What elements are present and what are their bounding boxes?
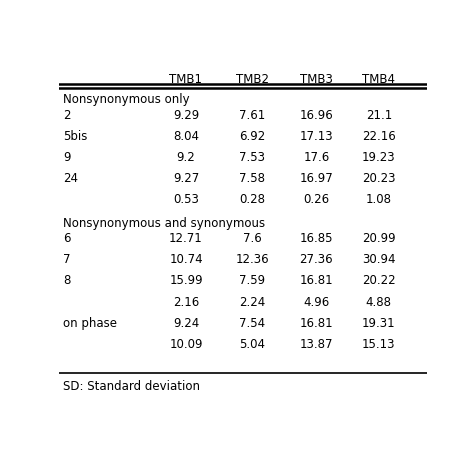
Text: 0.53: 0.53 <box>173 193 199 206</box>
Text: 30.94: 30.94 <box>362 253 396 266</box>
Text: 16.85: 16.85 <box>300 232 333 245</box>
Text: 7.53: 7.53 <box>239 151 265 164</box>
Text: on phase: on phase <box>63 317 117 330</box>
Text: 20.22: 20.22 <box>362 274 396 287</box>
Text: 9.29: 9.29 <box>173 109 199 122</box>
Text: 9.2: 9.2 <box>177 151 195 164</box>
Text: 4.96: 4.96 <box>303 296 329 309</box>
Text: 0.28: 0.28 <box>239 193 265 206</box>
Text: 4.88: 4.88 <box>366 296 392 309</box>
Text: 19.23: 19.23 <box>362 151 396 164</box>
Text: 16.81: 16.81 <box>300 274 333 287</box>
Text: Nonsynonymous and synonymous: Nonsynonymous and synonymous <box>63 217 265 230</box>
Text: 7.6: 7.6 <box>243 232 262 245</box>
Text: 8.04: 8.04 <box>173 130 199 143</box>
Text: 16.96: 16.96 <box>300 109 333 122</box>
Text: 16.97: 16.97 <box>300 172 333 185</box>
Text: SD: Standard deviation: SD: Standard deviation <box>63 380 200 393</box>
Text: 17.6: 17.6 <box>303 151 329 164</box>
Text: 6: 6 <box>63 232 71 245</box>
Text: 17.13: 17.13 <box>300 130 333 143</box>
Text: 8: 8 <box>63 274 70 287</box>
Text: 19.31: 19.31 <box>362 317 396 330</box>
Text: 6.92: 6.92 <box>239 130 265 143</box>
Text: 0.26: 0.26 <box>303 193 329 206</box>
Text: 27.36: 27.36 <box>300 253 333 266</box>
Text: 13.87: 13.87 <box>300 338 333 351</box>
Text: 2.16: 2.16 <box>173 296 199 309</box>
Text: 7: 7 <box>63 253 71 266</box>
Text: TMB2: TMB2 <box>236 73 269 86</box>
Text: 12.71: 12.71 <box>169 232 203 245</box>
Text: 7.58: 7.58 <box>239 172 265 185</box>
Text: 20.99: 20.99 <box>362 232 396 245</box>
Text: 20.23: 20.23 <box>362 172 396 185</box>
Text: 9: 9 <box>63 151 71 164</box>
Text: 21.1: 21.1 <box>366 109 392 122</box>
Text: 15.13: 15.13 <box>362 338 396 351</box>
Text: 2: 2 <box>63 109 71 122</box>
Text: 22.16: 22.16 <box>362 130 396 143</box>
Text: 7.61: 7.61 <box>239 109 265 122</box>
Text: 5bis: 5bis <box>63 130 87 143</box>
Text: 24: 24 <box>63 172 78 185</box>
Text: TMB3: TMB3 <box>300 73 333 86</box>
Text: 9.24: 9.24 <box>173 317 199 330</box>
Text: 1.08: 1.08 <box>366 193 392 206</box>
Text: 16.81: 16.81 <box>300 317 333 330</box>
Text: 12.36: 12.36 <box>235 253 269 266</box>
Text: 7.54: 7.54 <box>239 317 265 330</box>
Text: 15.99: 15.99 <box>169 274 203 287</box>
Text: 2.24: 2.24 <box>239 296 265 309</box>
Text: TMB4: TMB4 <box>362 73 395 86</box>
Text: 9.27: 9.27 <box>173 172 199 185</box>
Text: 10.09: 10.09 <box>169 338 203 351</box>
Text: 5.04: 5.04 <box>239 338 265 351</box>
Text: 10.74: 10.74 <box>169 253 203 266</box>
Text: TMB1: TMB1 <box>170 73 202 86</box>
Text: Nonsynonymous only: Nonsynonymous only <box>63 93 190 106</box>
Text: 7.59: 7.59 <box>239 274 265 287</box>
